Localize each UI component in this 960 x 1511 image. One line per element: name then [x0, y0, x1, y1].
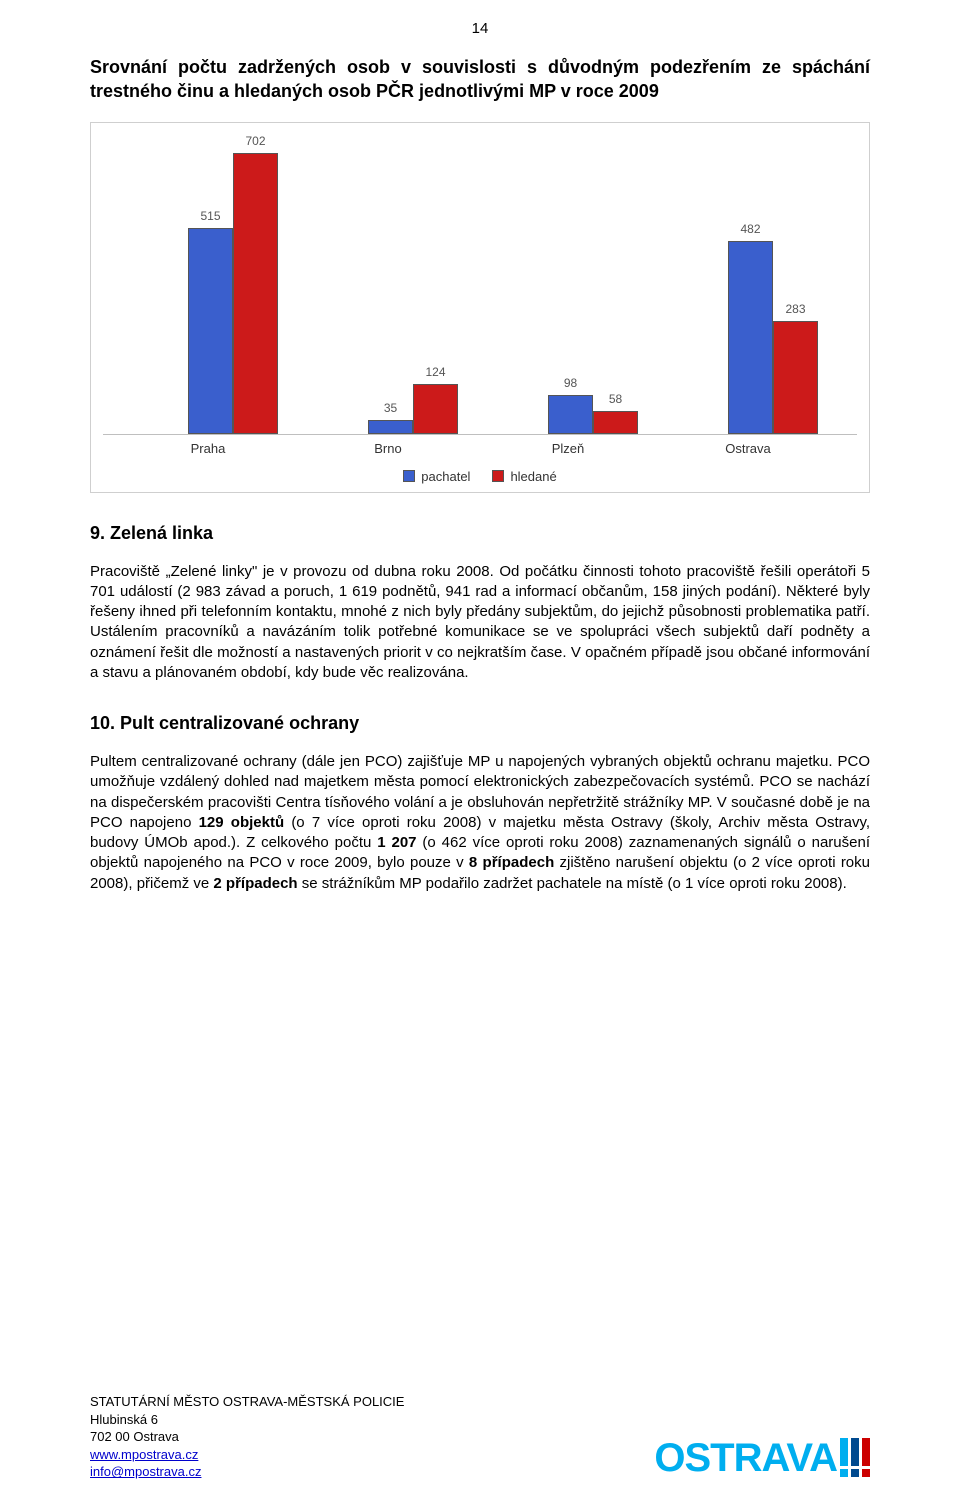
logo-text: OSTRAVA — [654, 1436, 837, 1481]
chart-bar: 283 — [773, 321, 818, 434]
legend-swatch — [403, 470, 415, 482]
chart-category-label: Brno — [318, 441, 458, 456]
section-10-paragraph: Pultem centralizované ochrany (dále jen … — [90, 752, 870, 894]
chart-bar-value: 35 — [369, 401, 412, 415]
page-title: Srovnání počtu zadržených osob v souvisl… — [90, 55, 870, 104]
chart-group: 35124 — [343, 384, 483, 434]
chart-category-labels: Praha Brno Plzeň Ostrava — [103, 441, 857, 467]
chart-bar: 98 — [548, 395, 593, 434]
chart-bar-value: 124 — [414, 365, 457, 379]
chart-group: 515702 — [163, 153, 303, 434]
chart-bar: 124 — [413, 384, 458, 434]
chart-bar: 35 — [368, 420, 413, 434]
chart-legend: pachatel hledané — [103, 469, 857, 484]
comparison-chart: 515702351249858482283 PrahaBrnoPlzeňOstr… — [90, 122, 870, 493]
chart-bar-value: 283 — [774, 302, 817, 316]
chart-bar-value: 98 — [549, 376, 592, 390]
logo-bang — [862, 1438, 870, 1477]
footer-org-name: STATUTÁRNÍ MĚSTO OSTRAVA-MĚSTSKÁ POLICIE — [90, 1393, 404, 1411]
legend-label: pachatel — [421, 469, 470, 484]
page-number: 14 — [90, 20, 870, 37]
section-9-heading: 9. Zelená linka — [90, 523, 870, 544]
chart-bar-value: 702 — [234, 134, 277, 148]
legend-swatch — [492, 470, 504, 482]
footer-address: STATUTÁRNÍ MĚSTO OSTRAVA-MĚSTSKÁ POLICIE… — [90, 1393, 404, 1481]
footer-website-link[interactable]: www.mpostrava.cz — [90, 1447, 198, 1462]
chart-plot-area: 515702351249858482283 — [103, 135, 857, 435]
chart-bar: 702 — [233, 153, 278, 434]
chart-category-label: Ostrava — [678, 441, 818, 456]
footer-city: 702 00 Ostrava — [90, 1428, 404, 1446]
logo-bang — [840, 1438, 848, 1477]
chart-bar-value: 515 — [189, 209, 232, 223]
ostrava-logo: OSTRAVA — [654, 1436, 870, 1481]
page-footer: STATUTÁRNÍ MĚSTO OSTRAVA-MĚSTSKÁ POLICIE… — [90, 1393, 870, 1481]
chart-group: 482283 — [703, 241, 843, 434]
chart-bar-value: 482 — [729, 222, 772, 236]
legend-item: hledané — [492, 469, 556, 484]
legend-item: pachatel — [403, 469, 470, 484]
logo-bang — [851, 1438, 859, 1477]
chart-bar-value: 58 — [594, 392, 637, 406]
chart-category-label: Plzeň — [498, 441, 638, 456]
section-9-paragraph: Pracoviště „Zelené linky" je v provozu o… — [90, 562, 870, 684]
footer-street: Hlubinská 6 — [90, 1411, 404, 1429]
footer-email-link[interactable]: info@mpostrava.cz — [90, 1464, 201, 1479]
chart-category-label: Praha — [138, 441, 278, 456]
logo-exclamation-marks — [840, 1438, 870, 1481]
chart-bar: 58 — [593, 411, 638, 434]
chart-group: 9858 — [523, 395, 663, 434]
chart-bar: 482 — [728, 241, 773, 434]
legend-label: hledané — [510, 469, 556, 484]
chart-bar: 515 — [188, 228, 233, 434]
section-10-heading: 10. Pult centralizované ochrany — [90, 713, 870, 734]
